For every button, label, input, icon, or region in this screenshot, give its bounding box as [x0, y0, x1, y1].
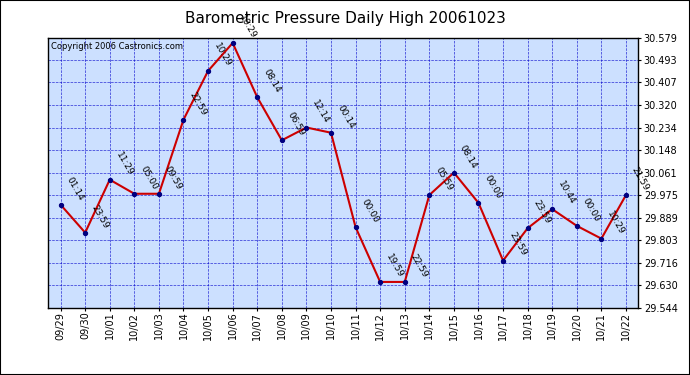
Point: [546, 206, 558, 212]
Text: 22:59: 22:59: [409, 252, 429, 279]
Point: [129, 191, 140, 197]
Text: Copyright 2006 Castronics.com: Copyright 2006 Castronics.com: [51, 42, 184, 51]
Text: 22:59: 22:59: [188, 90, 208, 117]
Text: 08:14: 08:14: [262, 68, 282, 94]
Text: Barometric Pressure Daily High 20061023: Barometric Pressure Daily High 20061023: [184, 11, 506, 26]
Point: [104, 177, 115, 183]
Point: [276, 137, 287, 143]
Text: 11:29: 11:29: [114, 150, 135, 177]
Point: [326, 130, 337, 136]
Text: 10:29: 10:29: [237, 13, 257, 40]
Point: [375, 279, 386, 285]
Text: 00:00: 00:00: [359, 198, 380, 224]
Point: [55, 202, 66, 208]
Text: 08:14: 08:14: [458, 143, 479, 170]
Point: [473, 200, 484, 206]
Text: 10:29: 10:29: [213, 41, 233, 68]
Text: 23:59: 23:59: [532, 199, 553, 225]
Text: 10:29: 10:29: [606, 209, 627, 236]
Text: 09:59: 09:59: [163, 164, 184, 191]
Point: [424, 192, 435, 198]
Point: [178, 117, 189, 123]
Text: 00:14: 00:14: [335, 103, 356, 130]
Point: [448, 170, 460, 176]
Text: 21:59: 21:59: [630, 165, 651, 192]
Point: [203, 68, 214, 74]
Point: [400, 279, 411, 285]
Text: 10:44: 10:44: [556, 180, 577, 206]
Point: [301, 124, 312, 130]
Point: [596, 236, 607, 242]
Text: 05:00: 05:00: [139, 164, 159, 191]
Text: 12:14: 12:14: [310, 98, 331, 125]
Text: 23:59: 23:59: [507, 231, 528, 258]
Point: [79, 230, 90, 236]
Text: 00:00: 00:00: [482, 173, 504, 200]
Point: [252, 94, 263, 100]
Text: 23:59: 23:59: [89, 203, 110, 230]
Point: [522, 225, 533, 231]
Point: [620, 192, 631, 198]
Text: 06:59: 06:59: [286, 111, 307, 138]
Text: 00:00: 00:00: [581, 196, 602, 223]
Point: [571, 223, 582, 229]
Point: [227, 40, 238, 46]
Point: [350, 224, 361, 230]
Text: 05:59: 05:59: [433, 165, 454, 192]
Point: [153, 191, 164, 197]
Text: 19:59: 19:59: [384, 252, 405, 279]
Text: 01:14: 01:14: [65, 175, 86, 202]
Point: [497, 258, 509, 264]
